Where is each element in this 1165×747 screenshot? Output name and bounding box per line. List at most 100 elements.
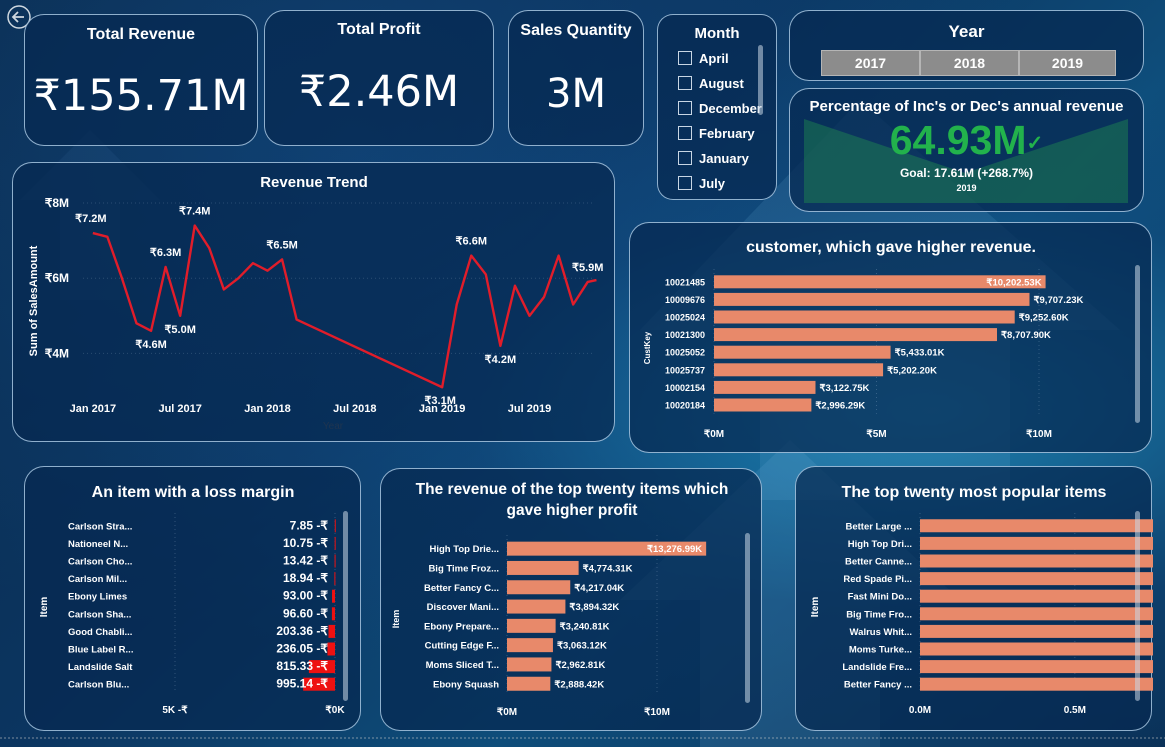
value-label: ₹10,202.53K xyxy=(986,277,1041,288)
bar[interactable] xyxy=(714,310,1015,324)
revenue-trend-card: Revenue Trend ₹8M ₹6M ₹4M Jan 2017 Jul 2017 Ja… xyxy=(12,162,615,442)
bar[interactable] xyxy=(507,599,566,614)
y-tick-label: ₹8M xyxy=(45,196,69,210)
revenue-series-line[interactable] xyxy=(92,224,597,389)
category-label: Better Fancy ... xyxy=(844,680,912,691)
bar[interactable] xyxy=(327,642,335,656)
bar[interactable] xyxy=(328,624,335,638)
bar[interactable] xyxy=(920,642,1165,656)
x-tick-label: ₹0M xyxy=(704,429,724,440)
checkbox-icon[interactable] xyxy=(678,76,692,90)
year-button-2018[interactable]: 2018 xyxy=(920,50,1019,76)
top-customers-chart: customer, which gave higher revenue. ₹0M ₹… xyxy=(643,239,1084,440)
bar[interactable] xyxy=(332,589,335,603)
category-label: Ebony Limes xyxy=(68,592,127,603)
month-option-december[interactable]: December xyxy=(678,97,762,119)
data-label: ₹6.5M xyxy=(266,239,297,251)
bar[interactable] xyxy=(303,677,335,691)
category-label: 10002154 xyxy=(665,383,705,393)
chart-title: Revenue Trend xyxy=(260,174,368,191)
bar[interactable] xyxy=(334,536,336,550)
month-option-january[interactable]: January xyxy=(678,147,749,169)
category-label: Ebony Squash xyxy=(433,679,499,690)
value-label: ₹4,217.04K xyxy=(574,583,624,594)
bar[interactable] xyxy=(714,363,884,377)
bar[interactable] xyxy=(920,660,1165,674)
bar[interactable] xyxy=(714,292,1030,306)
loss-items-scrollbar[interactable] xyxy=(343,511,348,701)
checkbox-icon[interactable] xyxy=(678,126,692,140)
year-slicer-title: Year xyxy=(948,22,985,41)
checkbox-icon[interactable] xyxy=(678,51,692,65)
month-option-august[interactable]: August xyxy=(678,72,744,94)
bar[interactable] xyxy=(334,519,336,533)
kpi-quantity-value: 3M xyxy=(546,71,606,117)
value-label: ₹5,433.01K xyxy=(895,348,945,359)
month-option-label: January xyxy=(699,150,749,166)
bar[interactable] xyxy=(507,676,551,691)
bar[interactable] xyxy=(920,607,1165,621)
bar[interactable] xyxy=(920,519,1165,533)
back-button[interactable] xyxy=(6,4,32,30)
value-label: 93.00 -₹ xyxy=(283,589,328,603)
chart-title: An item with a loss margin xyxy=(92,484,295,501)
x-tick-label: ₹0K xyxy=(325,705,345,716)
bar[interactable] xyxy=(507,560,579,575)
bar[interactable] xyxy=(714,380,816,394)
month-option-april[interactable]: April xyxy=(678,47,729,69)
bar[interactable] xyxy=(714,345,891,359)
year-button-2019[interactable]: 2019 xyxy=(1019,50,1116,76)
month-slicer-scrollbar[interactable] xyxy=(758,45,763,115)
value-label: ₹2,996.29K xyxy=(815,401,865,412)
checkbox-icon[interactable] xyxy=(678,101,692,115)
data-label: ₹5.9M xyxy=(572,262,603,274)
bar[interactable] xyxy=(714,275,1046,289)
year-button-2017[interactable]: 2017 xyxy=(821,50,920,76)
category-label: Better Large ... xyxy=(845,521,912,532)
bar[interactable] xyxy=(507,657,552,672)
bar[interactable] xyxy=(920,536,1165,550)
category-label: Fast Mini Do... xyxy=(848,592,912,603)
month-slicer-title: Month xyxy=(694,25,740,42)
value-label: 10.75 -₹ xyxy=(283,536,328,550)
category-label: Cutting Edge F... xyxy=(425,641,499,652)
bar[interactable] xyxy=(507,638,553,653)
bar[interactable] xyxy=(308,660,335,674)
kpi-quantity-title: Sales Quantity xyxy=(520,22,632,39)
category-label: Carlson Stra... xyxy=(68,521,132,532)
kpi-total-revenue: Total Revenue ₹155.71M xyxy=(24,14,258,146)
bar[interactable] xyxy=(334,554,336,568)
category-label: Better Canne... xyxy=(845,557,912,568)
month-option-july[interactable]: July xyxy=(678,172,725,194)
bar[interactable] xyxy=(714,328,998,342)
month-option-february[interactable]: February xyxy=(678,122,755,144)
month-option-label: July xyxy=(699,175,726,191)
popular-items-scrollbar[interactable] xyxy=(1135,511,1140,701)
bar[interactable] xyxy=(920,677,1165,691)
bar[interactable] xyxy=(507,580,571,595)
bar[interactable] xyxy=(331,607,335,621)
bar[interactable] xyxy=(920,554,1165,568)
bar[interactable] xyxy=(920,589,1165,603)
bar[interactable] xyxy=(920,624,1165,638)
x-tick-label: ₹0M xyxy=(497,707,517,718)
profit-items-scrollbar[interactable] xyxy=(745,533,750,703)
y-axis-label: Item xyxy=(391,610,401,629)
bar[interactable] xyxy=(507,618,556,633)
bar[interactable] xyxy=(920,572,1165,586)
loss-items-card: An item with a loss margin 5K -₹ ₹0K Item Ca… xyxy=(24,466,361,731)
checkmark-icon: ✓ xyxy=(1026,132,1044,155)
value-label: ₹3,063.12K xyxy=(557,641,607,652)
data-label: ₹7.2M xyxy=(75,213,106,225)
checkbox-icon[interactable] xyxy=(678,176,692,190)
category-label: Discover Mani... xyxy=(427,602,499,613)
bar[interactable] xyxy=(714,398,812,412)
data-label: ₹5.0M xyxy=(164,324,195,336)
bar[interactable] xyxy=(507,541,707,556)
category-label: Moms Turke... xyxy=(849,645,912,656)
x-tick-label: Jul 2017 xyxy=(158,403,201,415)
y-tick-label: ₹4M xyxy=(45,346,69,360)
bar[interactable] xyxy=(334,572,336,586)
customers-scrollbar[interactable] xyxy=(1135,265,1140,423)
checkbox-icon[interactable] xyxy=(678,151,692,165)
